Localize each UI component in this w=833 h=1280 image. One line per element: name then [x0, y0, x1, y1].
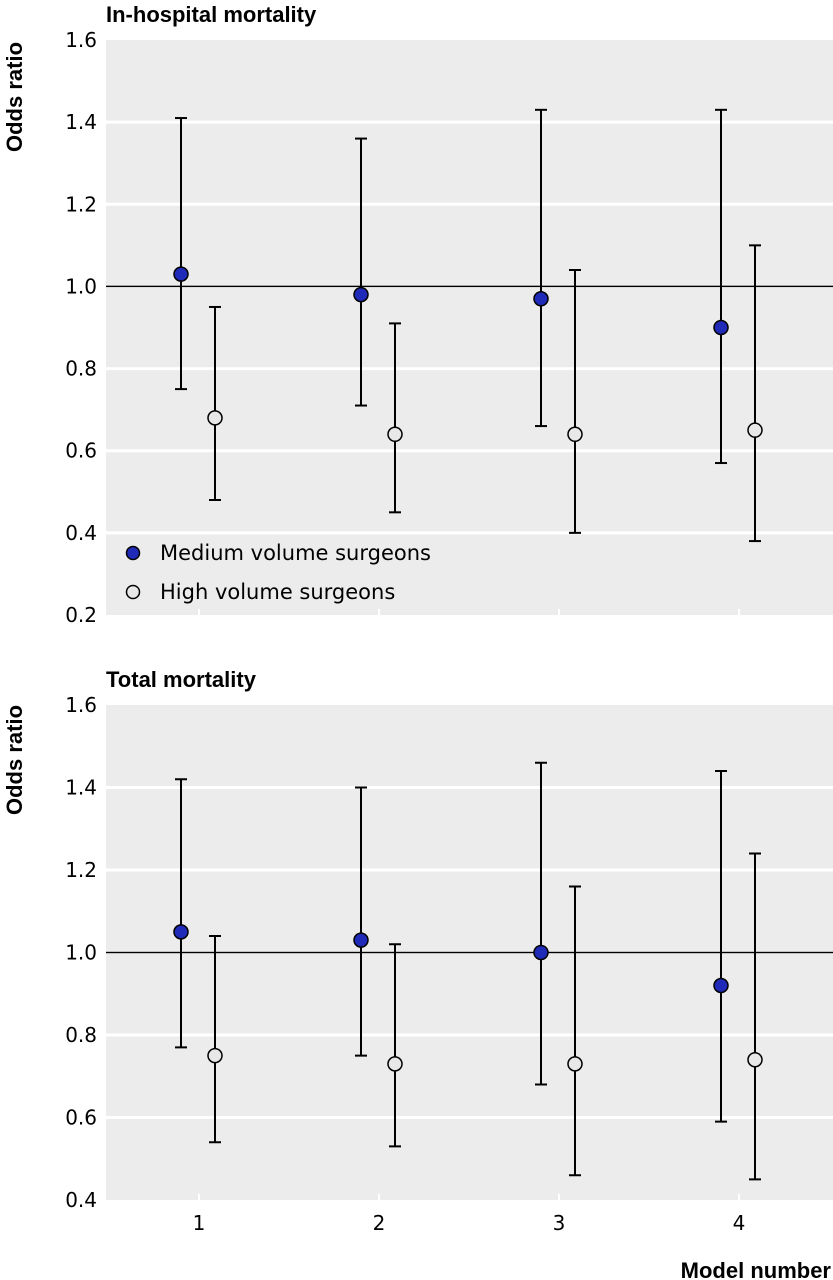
point-medium-model-3	[533, 944, 549, 961]
point-high-model-1	[207, 410, 223, 426]
point-high-model-3	[567, 426, 583, 443]
y-tick-label-7: 1.6	[65, 28, 97, 52]
panel-total-mortality: Total mortality Odds ratio 0.4 0.6 0.8 1.0 1…	[2, 667, 833, 1235]
y-tick-label-0: 0.4	[65, 1188, 97, 1212]
y-axis-label: Odds ratio	[2, 705, 27, 815]
panel-title: In-hospital mortality	[106, 2, 317, 27]
point-high-model-4	[747, 422, 763, 438]
y-tick-label-6: 1.6	[65, 693, 97, 717]
y-tick-label-6: 1.4	[65, 110, 97, 134]
y-tick-label-3: 1.0	[65, 941, 97, 965]
legend-label-high: High volume surgeons	[160, 580, 395, 604]
panel-title: Total mortality	[106, 667, 257, 692]
legend: Medium volume surgeons High volume surge…	[125, 541, 431, 604]
plot-background	[106, 40, 833, 615]
point-high-model-2	[387, 1056, 403, 1072]
point-medium-model-2	[353, 286, 369, 303]
x-tick-marks	[198, 1194, 740, 1200]
y-tick-label-1: 0.4	[65, 521, 97, 545]
y-tick-label-0: 0.2	[65, 603, 97, 627]
point-medium-model-4	[713, 977, 729, 994]
y-tick-label-4: 1.0	[65, 274, 97, 298]
y-tick-label-4: 1.2	[65, 858, 97, 882]
y-tick-label-5: 1.4	[65, 776, 97, 800]
legend-label-medium: Medium volume surgeons	[160, 541, 431, 565]
x-tick-label-1: 1	[193, 1211, 206, 1235]
point-medium-model-1	[173, 924, 189, 940]
data-marks	[173, 108, 763, 543]
y-tick-label-2: 0.6	[65, 439, 97, 463]
x-tick-marks	[198, 609, 740, 615]
y-tick-labels: 0.2 0.4 0.6 0.8 1.0 1.2 1.4 1.6	[65, 28, 97, 627]
point-medium-model-3	[533, 291, 549, 307]
point-high-model-2	[387, 426, 403, 443]
legend-marker-medium	[125, 545, 141, 561]
x-tick-label-2: 2	[373, 1211, 386, 1235]
point-high-model-4	[747, 1052, 763, 1068]
point-medium-model-2	[353, 932, 369, 948]
y-axis-label: Odds ratio	[2, 42, 27, 152]
point-medium-model-4	[713, 319, 729, 336]
legend-marker-high	[125, 584, 141, 600]
point-high-model-3	[567, 1056, 583, 1072]
panel-in-hospital-mortality: In-hospital mortality Odds ratio 0.20.40…	[2, 2, 833, 627]
y-tick-label-5: 1.2	[65, 192, 97, 216]
point-medium-model-1	[173, 266, 189, 282]
x-axis-label: Model number	[681, 1258, 832, 1280]
y-tick-label-1: 0.6	[65, 1106, 97, 1130]
data-marks	[173, 761, 763, 1181]
x-tick-labels: 1 2 3 4	[193, 1211, 746, 1235]
x-tick-label-4: 4	[733, 1211, 746, 1235]
point-high-model-1	[207, 1047, 223, 1064]
y-tick-label-2: 0.8	[65, 1023, 97, 1047]
y-tick-label-3: 0.8	[65, 357, 97, 381]
x-tick-label-3: 3	[553, 1211, 566, 1235]
y-tick-labels: 0.4 0.6 0.8 1.0 1.2 1.4 1.6	[65, 693, 97, 1212]
